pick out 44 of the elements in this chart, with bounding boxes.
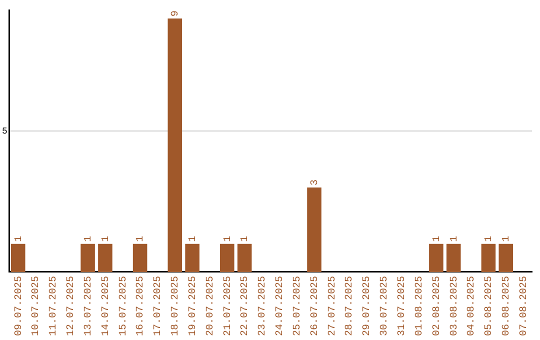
data-label: 1	[432, 236, 443, 242]
x-tick-label: 04.08.2025	[466, 276, 478, 336]
x-tick-label: 10.07.2025	[31, 276, 42, 336]
x-tick-label: 25.07.2025	[292, 276, 304, 336]
x-tick-label: 24.07.2025	[275, 276, 286, 336]
data-label: 1	[502, 236, 513, 242]
x-tick-label: 29.07.2025	[362, 276, 374, 336]
data-label: 1	[484, 236, 496, 242]
x-tick-label: 13.07.2025	[83, 276, 94, 336]
x-tick-label: 03.08.2025	[449, 276, 460, 336]
x-tick-label: 30.07.2025	[380, 276, 391, 336]
data-label: 1	[136, 236, 147, 242]
x-tick-label: 01.08.2025	[414, 276, 426, 336]
y-tick-label: 5	[2, 126, 8, 137]
x-tick-label: 07.08.2025	[518, 276, 530, 336]
x-tick-label: 05.08.2025	[484, 276, 496, 336]
x-tick-label: 31.07.2025	[396, 276, 408, 336]
data-label: 9	[170, 10, 182, 16]
data-label: 1	[14, 236, 25, 242]
x-tick-label: 06.08.2025	[502, 276, 513, 336]
data-label: 1	[222, 236, 234, 242]
data-label: 1	[449, 236, 460, 242]
data-label: 1	[188, 236, 199, 242]
x-tick-label: 28.07.2025	[344, 276, 356, 336]
x-tick-label: 11.07.2025	[48, 276, 60, 336]
x-tick-label: 27.07.2025	[327, 276, 338, 336]
x-tick-label: 21.07.2025	[222, 276, 234, 336]
x-tick-label: 15.07.2025	[118, 276, 130, 336]
x-tick-label: 16.07.2025	[136, 276, 147, 336]
x-tick-label: 22.07.2025	[240, 276, 252, 336]
data-label: 3	[310, 179, 321, 186]
x-tick-label: 19.07.2025	[188, 276, 199, 336]
x-tick-label: 23.07.2025	[258, 276, 269, 336]
data-label: 1	[83, 236, 94, 242]
x-tick-label: 02.08.2025	[432, 276, 443, 336]
data-label: 1	[100, 236, 112, 242]
x-tick-label: 26.07.2025	[310, 276, 321, 336]
x-tick-label: 17.07.2025	[153, 276, 164, 336]
data-label: 1	[240, 236, 252, 242]
x-tick-label: 14.07.2025	[100, 276, 112, 336]
x-tick-label: 09.07.2025	[14, 276, 25, 336]
x-tick-label: 18.07.2025	[170, 276, 182, 336]
x-tick-label: 12.07.2025	[66, 276, 78, 336]
x-tick-label: 20.07.2025	[205, 276, 216, 336]
